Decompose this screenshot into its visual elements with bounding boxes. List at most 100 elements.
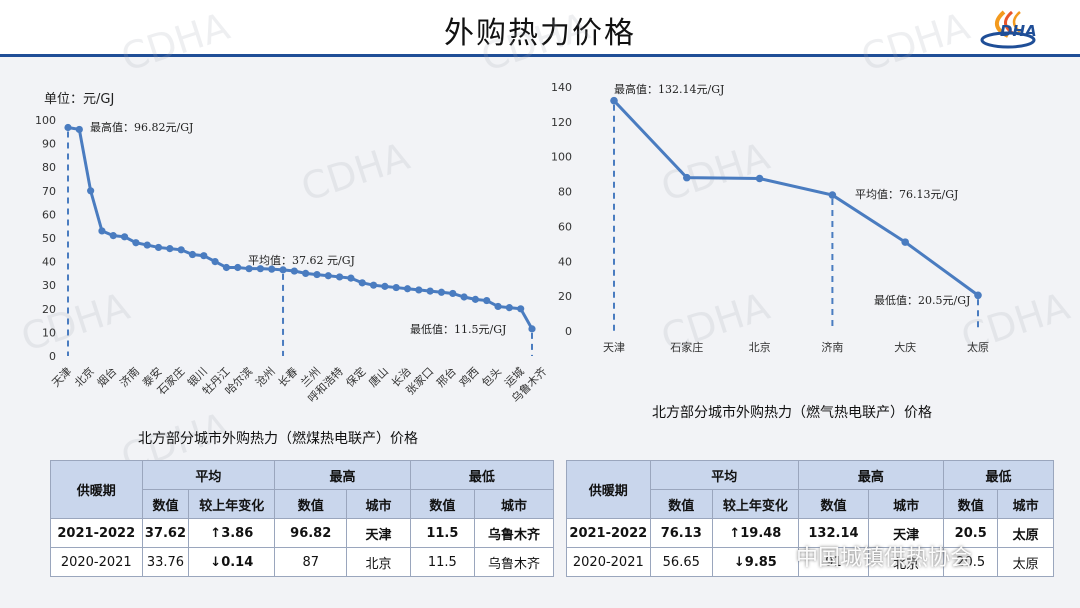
data-point bbox=[369, 281, 378, 289]
header-min: 最低 bbox=[409, 460, 555, 490]
header-divider bbox=[0, 54, 1080, 57]
header-band bbox=[0, 0, 1080, 56]
header-min: 最低 bbox=[943, 460, 1054, 490]
gas-price-table: 供暖期 平均 最高 最低 数值 较上年变化 数值 城市 数值 城市 2021-2… bbox=[566, 460, 1054, 577]
min-cell: 20.5 bbox=[943, 547, 999, 577]
y-tick-label: 20 bbox=[558, 290, 572, 303]
y-tick-label: 100 bbox=[35, 114, 56, 127]
header-max: 最高 bbox=[797, 460, 945, 490]
logo-text: DHA bbox=[1000, 22, 1037, 40]
data-point bbox=[313, 270, 321, 279]
annotation-avg: 平均值：37.62 元/GJ bbox=[248, 254, 355, 267]
data-point bbox=[415, 286, 423, 294]
min-cell: 11.5 bbox=[409, 547, 475, 577]
x-tick-label: 北京 bbox=[749, 340, 771, 354]
data-point bbox=[188, 250, 197, 259]
y-tick-label: 60 bbox=[558, 220, 572, 233]
data-point bbox=[177, 246, 185, 254]
annotation-avg: 平均值：76.13元/GJ bbox=[855, 188, 958, 201]
change-cell: ↓0.14 bbox=[188, 547, 276, 577]
x-tick-label: 太原 bbox=[967, 341, 989, 354]
data-point bbox=[483, 296, 491, 305]
header-value: 数值 bbox=[649, 489, 713, 519]
y-tick-label: 40 bbox=[42, 256, 56, 269]
x-tick-label: 天津 bbox=[603, 341, 625, 354]
y-tick-label: 60 bbox=[42, 208, 56, 221]
data-point bbox=[683, 173, 691, 182]
data-point bbox=[211, 258, 219, 266]
data-point bbox=[426, 287, 434, 295]
data-point bbox=[403, 285, 412, 293]
change-cell: ↑3.86 bbox=[188, 518, 276, 548]
min-cell: 11.5 bbox=[409, 518, 475, 548]
x-tick-label: 石家庄 bbox=[670, 340, 703, 354]
series-line bbox=[612, 99, 979, 297]
max-city-cell: 北京 bbox=[868, 547, 945, 577]
avg-cell: 56.65 bbox=[649, 547, 713, 577]
y-tick-label: 120 bbox=[551, 116, 572, 129]
data-point bbox=[87, 187, 95, 195]
data-point bbox=[494, 302, 502, 311]
max-city-cell: 天津 bbox=[346, 518, 411, 548]
min-city-cell: 太原 bbox=[997, 518, 1054, 548]
annotation-min: 最低值：20.5元/GJ bbox=[874, 294, 970, 307]
avg-cell: 33.76 bbox=[141, 547, 190, 577]
max-city-cell: 北京 bbox=[346, 547, 411, 577]
coal-price-table: 供暖期 平均 最高 最低 数值 较上年变化 数值 城市 数值 城市 2021-2… bbox=[50, 460, 555, 577]
data-point bbox=[974, 291, 982, 300]
y-tick-label: 0 bbox=[49, 350, 56, 363]
data-point bbox=[75, 125, 83, 134]
data-point bbox=[358, 279, 366, 287]
data-point bbox=[64, 123, 72, 132]
data-point bbox=[336, 273, 344, 281]
header-change: 较上年变化 bbox=[711, 489, 799, 519]
data-point bbox=[381, 282, 389, 290]
data-point bbox=[109, 232, 117, 240]
data-point bbox=[528, 325, 536, 333]
data-point bbox=[120, 233, 129, 241]
change-cell: ↑19.48 bbox=[711, 518, 799, 548]
annotation-max: 最高值：132.14元/GJ bbox=[614, 82, 724, 96]
header-value: 数值 bbox=[409, 489, 475, 519]
period-cell: 2020-2021 bbox=[566, 547, 651, 577]
y-tick-label: 80 bbox=[42, 161, 56, 174]
header-value: 数值 bbox=[141, 489, 190, 519]
header-period: 供暖期 bbox=[50, 460, 143, 519]
table-row: 2021-2022 76.13 ↑19.48 132.14 天津 20.5 太原 bbox=[566, 518, 1054, 548]
data-point bbox=[200, 252, 208, 260]
table-row: 2020-2021 33.76 ↓0.14 87 北京 11.5 乌鲁木齐 bbox=[50, 547, 555, 577]
period-cell: 2021-2022 bbox=[566, 518, 651, 548]
chart-caption-coal: 北方部分城市外购热力（燃煤热电联产）价格 bbox=[138, 431, 418, 447]
header-value: 数值 bbox=[797, 489, 870, 519]
header-change: 较上年变化 bbox=[188, 489, 276, 519]
y-tick-label: 100 bbox=[551, 151, 572, 164]
unit-label: 单位：元/GJ bbox=[44, 92, 115, 107]
data-point bbox=[471, 295, 480, 303]
wechat-watermark: 中国城镇供热协会 bbox=[796, 546, 973, 571]
data-point bbox=[234, 263, 242, 272]
data-point bbox=[154, 243, 163, 252]
data-point bbox=[268, 265, 276, 273]
chart-caption-gas: 北方部分城市外购热力（燃气热电联产）价格 bbox=[652, 405, 932, 421]
data-point bbox=[347, 274, 355, 282]
table-row: 2021-2022 37.62 ↑3.86 96.82 天津 11.5 乌鲁木齐 bbox=[50, 518, 555, 548]
data-point bbox=[505, 304, 513, 312]
data-point bbox=[290, 267, 298, 275]
period-cell: 2021-2022 bbox=[50, 518, 143, 548]
x-tick-label: 济南 bbox=[821, 340, 843, 354]
change-cell: ↓9.85 bbox=[711, 547, 799, 577]
header-city: 城市 bbox=[473, 489, 555, 519]
data-point bbox=[324, 272, 332, 280]
max-cell: 96.82 bbox=[274, 518, 348, 548]
min-city-cell: 乌鲁木齐 bbox=[473, 518, 555, 548]
data-point bbox=[392, 283, 400, 292]
annotation-max: 最高值：96.82元/GJ bbox=[90, 120, 193, 134]
header-max: 最高 bbox=[274, 460, 411, 490]
y-tick-label: 0 bbox=[565, 325, 572, 338]
period-cell: 2020-2021 bbox=[50, 547, 143, 577]
data-point bbox=[460, 293, 468, 301]
y-tick-label: 70 bbox=[42, 185, 56, 198]
annotation-min: 最低值：11.5元/GJ bbox=[410, 323, 506, 336]
